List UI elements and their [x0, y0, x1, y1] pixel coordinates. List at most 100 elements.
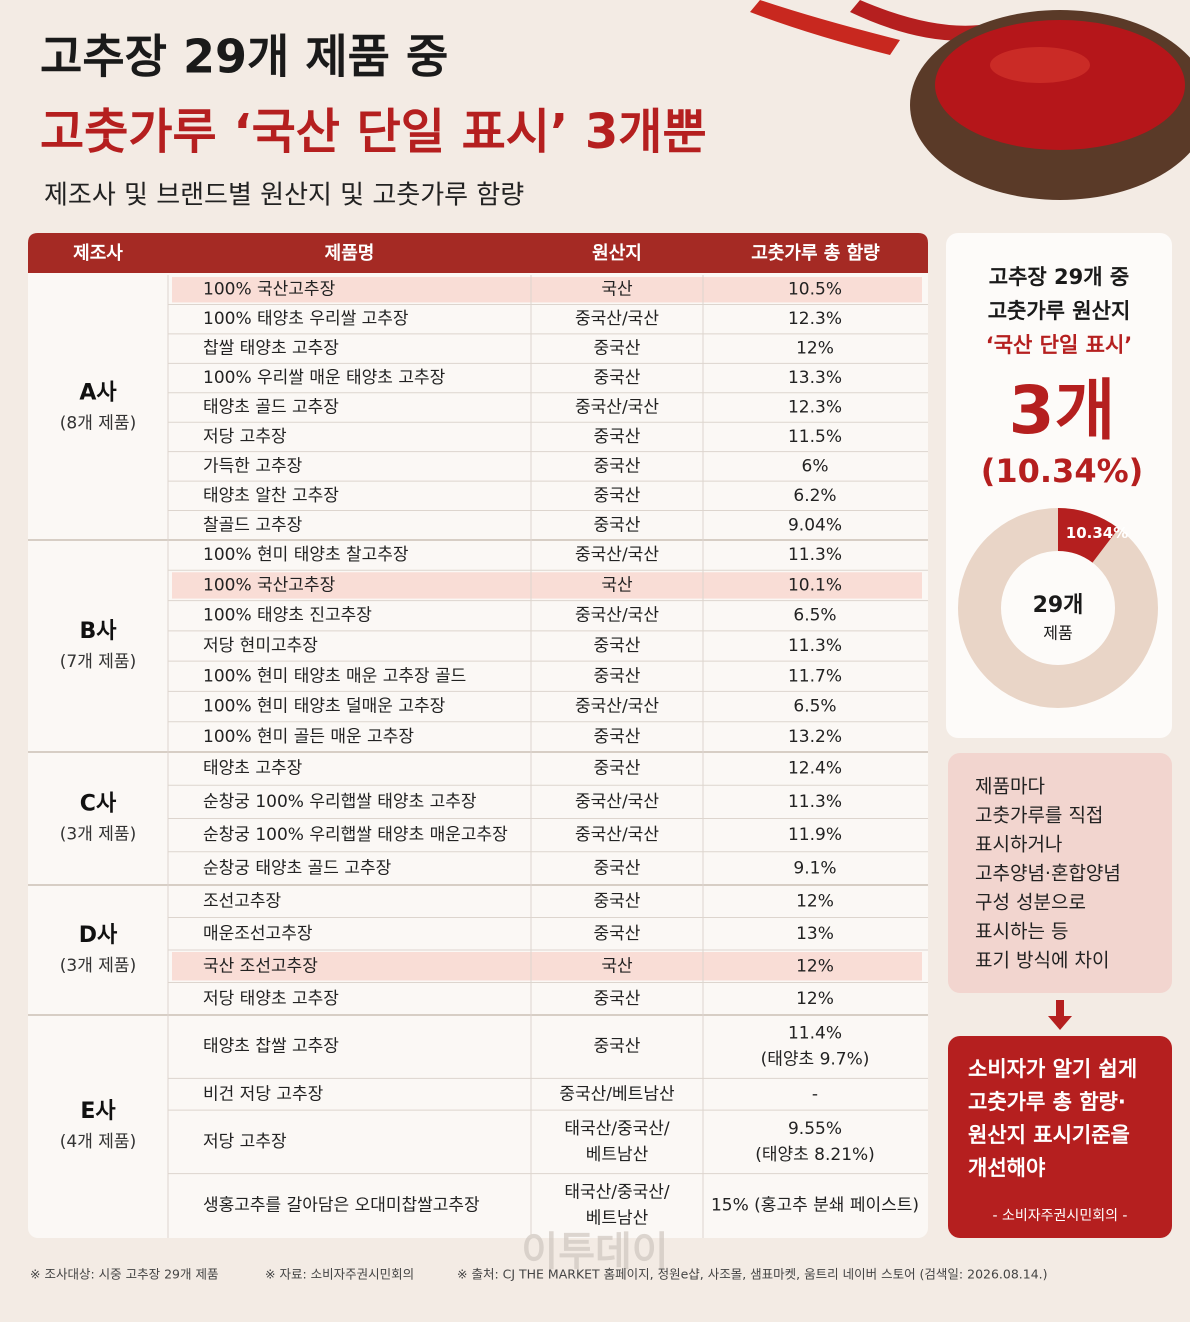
- pepper-content: 12%: [796, 339, 834, 359]
- pepper-content: 10.1%: [788, 575, 842, 595]
- pepper-content: 11.5%: [788, 427, 842, 447]
- column-header: 제조사: [73, 243, 123, 264]
- origin: 국산: [601, 280, 633, 300]
- origin: 중국산/국산: [575, 545, 659, 565]
- highlight-row: [172, 952, 922, 981]
- paste-highlight: [990, 47, 1090, 83]
- origin: 중국산/국산: [575, 606, 659, 626]
- column-header: 제품명: [325, 243, 375, 264]
- origin: 중국산/국산: [575, 697, 659, 717]
- title-line1: 고추장 29개 제품 중: [40, 30, 448, 84]
- product-name: 100% 현미 태양초 찰고추장: [203, 545, 409, 565]
- summary-line: 고추장 29개 중: [989, 265, 1129, 289]
- product-name: 저당 고추장: [203, 427, 287, 447]
- pepper-content: (태양초 9.7%): [761, 1050, 870, 1070]
- table-header: [28, 233, 928, 273]
- pepper-content: 13%: [796, 924, 834, 944]
- column-header: 원산지: [592, 243, 642, 264]
- product-name: 100% 태양초 우리쌀 고추장: [203, 309, 409, 329]
- maker-count: (4개 제품): [60, 1132, 136, 1152]
- note-line: 표시하거나: [975, 834, 1062, 856]
- maker: A사: [79, 381, 117, 406]
- pepper-content: 11.3%: [788, 636, 842, 656]
- product-name: 태양초 찹쌀 고추장: [203, 1037, 339, 1057]
- watermark: 이투데이: [521, 1229, 668, 1275]
- callout-source: - 소비자주권시민회의 -: [993, 1208, 1128, 1224]
- callout-line: 고춧가루 총 함량·: [968, 1090, 1126, 1114]
- summary-percent: (10.34%): [981, 452, 1144, 490]
- product-name: 비건 저당 고추장: [203, 1084, 324, 1104]
- product-name: 저당 고추장: [203, 1132, 287, 1152]
- origin: 중국산: [594, 368, 641, 388]
- donut-center: 29개: [1033, 593, 1084, 618]
- product-name: 100% 현미 태양초 매운 고추장 골드: [203, 666, 466, 686]
- footer-note: ※ 조사대상: 시중 고추장 29개 제품: [30, 1267, 218, 1282]
- highlight-row: [172, 572, 922, 599]
- origin: 중국산: [594, 924, 641, 944]
- origin: 태국산/중국산/: [564, 1182, 670, 1202]
- pepper-content: 12.3%: [788, 398, 842, 418]
- origin: 중국산: [594, 339, 641, 359]
- origin: 베트남산: [586, 1145, 649, 1165]
- pepper-content: 11.4%: [788, 1024, 842, 1044]
- pepper-content: 6.5%: [793, 697, 836, 717]
- pepper-content: 9.55%: [788, 1119, 842, 1139]
- product-name: 저당 태양초 고추장: [203, 989, 339, 1009]
- product-name: 순창궁 태양초 골드 고추장: [203, 858, 392, 878]
- product-name: 100% 우리쌀 매운 태양초 고추장: [203, 368, 446, 388]
- callout-line: 개선해야: [968, 1156, 1046, 1180]
- origin: 중국산: [594, 727, 641, 747]
- product-name: 태양초 고추장: [203, 759, 303, 779]
- maker-count: (3개 제품): [60, 825, 136, 845]
- pepper-content: 11.9%: [788, 825, 842, 845]
- highlight-row: [172, 277, 922, 303]
- callout-line: 소비자가 알기 쉽게: [968, 1057, 1137, 1081]
- origin: 중국산: [594, 486, 641, 506]
- origin: 중국산: [594, 891, 641, 911]
- column-header: 고춧가루 총 함량: [751, 242, 880, 264]
- product-name: 국산 조선고추장: [203, 956, 318, 976]
- bowl-decoration: [750, 0, 1190, 200]
- pepper-content: 15% (홍고추 분쇄 페이스트): [711, 1195, 919, 1215]
- pepper: [850, 0, 980, 41]
- arrow: [1048, 1000, 1072, 1030]
- origin: 베트남산: [586, 1208, 649, 1228]
- product-name: 찹쌀 태양초 고추장: [203, 339, 339, 359]
- donut-center: 제품: [1043, 624, 1072, 643]
- pepper-content: 11.3%: [788, 545, 842, 565]
- product-name: 100% 국산고추장: [203, 280, 336, 300]
- callout-line: 원산지 표시기준을: [968, 1123, 1130, 1147]
- paste: [935, 20, 1185, 150]
- summary-line: ‘국산 단일 표시’: [986, 333, 1133, 357]
- maker-count: (7개 제품): [60, 652, 136, 672]
- pepper-content: -: [812, 1084, 818, 1104]
- pepper-content: 12%: [796, 989, 834, 1009]
- product-name: 순창궁 100% 우리햅쌀 태양초 고추장: [203, 792, 477, 812]
- pepper-content: 13.2%: [788, 727, 842, 747]
- origin: 국산: [601, 575, 633, 595]
- pepper-content: 6.5%: [793, 606, 836, 626]
- summary-line: 고춧가루 원산지: [988, 299, 1131, 323]
- footer-note: ※ 출처: CJ THE MARKET 홈페이지, 정원e샵, 사조몰, 샘표마…: [457, 1267, 1048, 1282]
- product-name: 태양초 알찬 고추장: [203, 486, 339, 506]
- note-line: 표기 방식에 차이: [975, 950, 1109, 972]
- pepper-content: 9.04%: [788, 515, 842, 535]
- origin: 중국산/국산: [575, 825, 659, 845]
- origin: 중국산/국산: [575, 309, 659, 329]
- maker-count: (3개 제품): [60, 956, 136, 976]
- product-name: 순창궁 100% 우리햅쌀 태양초 매운고추장: [203, 825, 508, 845]
- origin: 중국산: [594, 989, 641, 1009]
- pepper-content: 9.1%: [793, 858, 836, 878]
- note-line: 표시하는 등: [975, 921, 1068, 943]
- origin: 중국산/국산: [575, 398, 659, 418]
- pepper-content: 12.4%: [788, 759, 842, 779]
- callout-box: [948, 1036, 1172, 1238]
- title-line2: 고춧가루 ‘국산 단일 표시’ 3개뿐: [40, 104, 707, 160]
- summary-count: 3개: [1009, 372, 1116, 449]
- pepper-content: 6%: [802, 456, 829, 476]
- pepper-content: 11.7%: [788, 666, 842, 686]
- subtitle: 제조사 및 브랜드별 원산지 및 고춧가루 함량: [44, 181, 524, 211]
